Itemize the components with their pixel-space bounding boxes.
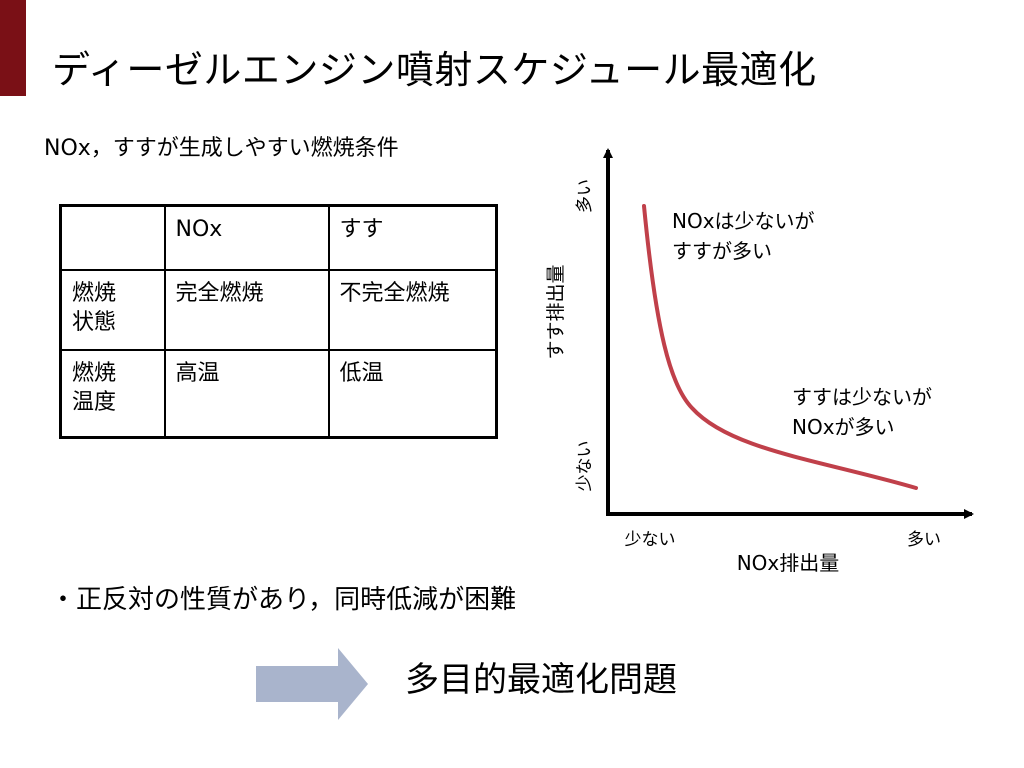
- table-row-label: 燃焼 温度: [59, 348, 166, 439]
- x-tick-high: 多い: [907, 530, 941, 550]
- table-row: 燃焼 状態 完全燃焼 不完全燃焼: [59, 268, 498, 351]
- annotation-high-soot: すすが多い: [672, 239, 772, 263]
- tradeoff-bullet: ・正反対の性質があり，同時低減が困難: [50, 585, 517, 615]
- table-row-label: 燃焼 状態: [59, 268, 166, 351]
- table-cell: 完全燃焼: [163, 268, 330, 351]
- table-cell: 高温: [163, 348, 330, 439]
- table-cell: 低温: [327, 348, 498, 439]
- conclusion-text: 多目的最適化問題: [405, 660, 677, 700]
- y-tick-high: 多い: [575, 179, 595, 213]
- right-arrow-shape: [256, 648, 368, 720]
- table-header-cell: NOx: [163, 204, 330, 271]
- table-row: 燃焼 温度 高温 低温: [59, 348, 498, 439]
- title-accent-bar: [0, 0, 26, 96]
- combustion-conditions-table: NOx すす 燃焼 状態 完全燃焼 不完全燃焼 燃焼 温度 高温 低温: [59, 204, 498, 439]
- x-tick-low: 少ない: [625, 530, 676, 550]
- tradeoff-plot: 多い 少ない すす排出量 少ない 多い NOx排出量 NOxは少ないが すすが多…: [545, 148, 974, 575]
- annotation-high-nox: NOxが多い: [792, 415, 895, 439]
- y-axis-label: すす排出量: [545, 264, 567, 359]
- annotation-high-soot: NOxは少ないが: [672, 209, 815, 233]
- y-tick-low: 少ない: [575, 441, 595, 492]
- table-header-cell: すす: [327, 204, 498, 271]
- tradeoff-curve: [642, 204, 918, 490]
- table-cell: 不完全燃焼: [327, 268, 498, 351]
- x-axis-label: NOx排出量: [737, 551, 840, 575]
- right-arrow-icon: [256, 648, 368, 720]
- table-header-cell: [59, 204, 166, 271]
- slide-title: ディーゼルエンジン噴射スケジュール最適化: [52, 48, 817, 92]
- table-header-row: NOx すす: [59, 204, 498, 271]
- table-caption: NOx，すすが生成しやすい燃焼条件: [44, 136, 399, 161]
- annotation-high-nox: すすは少ないが: [792, 385, 932, 409]
